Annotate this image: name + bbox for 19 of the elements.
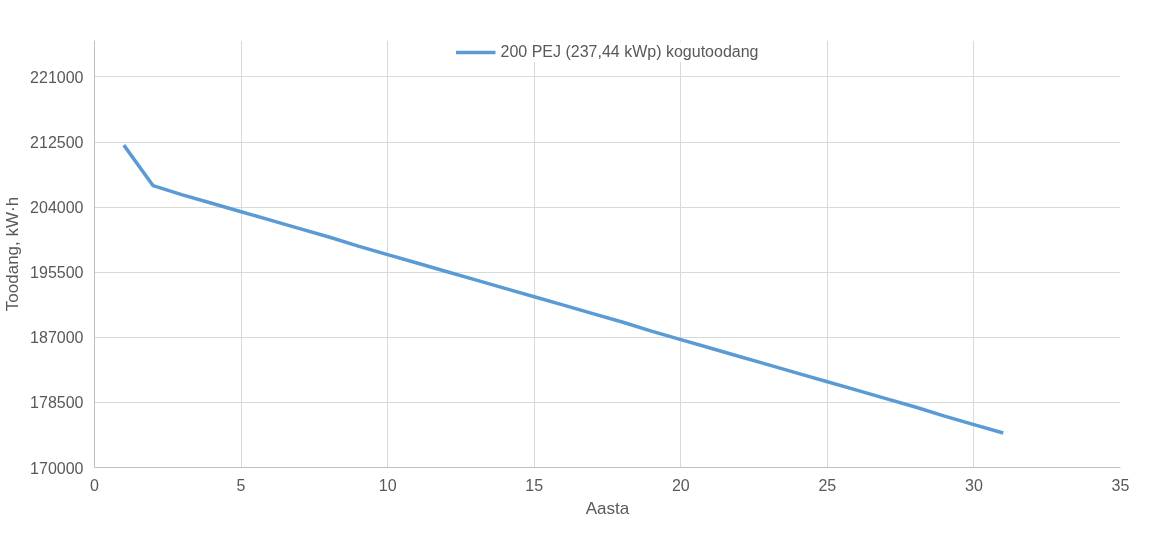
line-series (122, 143, 1005, 435)
y-tick-label: 204000 (30, 199, 84, 217)
y-tick-label: 195500 (30, 264, 84, 282)
x-tick-label: 10 (378, 476, 397, 494)
x-tick-label: 5 (236, 476, 246, 494)
x-tick-label: 25 (818, 476, 837, 494)
x-tick-label: 35 (1111, 476, 1130, 494)
x-tick-label: 30 (965, 476, 983, 494)
y-tick-label: 170000 (30, 459, 84, 477)
y-tick-label: 212500 (30, 134, 84, 152)
y-tick-label: 187000 (30, 329, 84, 347)
x-tick-label: 0 (90, 476, 100, 494)
x-axis-title: Aasta (585, 498, 630, 518)
y-axis-title: Toodang, kW·h (3, 196, 23, 312)
y-tick-label: 178500 (30, 394, 84, 412)
x-tick-label: 20 (671, 476, 690, 494)
y-tick-label: 221000 (30, 68, 84, 86)
x-tick-label: 15 (525, 476, 544, 494)
legend-label: 200 PEJ (237,44 kWp) kogutoodang (500, 43, 759, 61)
